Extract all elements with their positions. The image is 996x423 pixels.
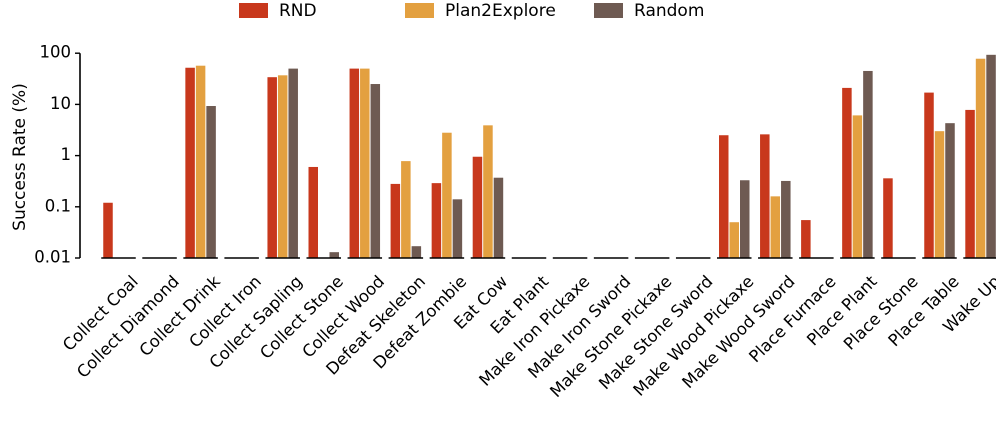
bar-random-8 <box>452 199 463 258</box>
bar-plan2explore-21 <box>975 58 986 258</box>
bar-rnd-17 <box>801 220 811 258</box>
bars <box>103 54 996 259</box>
legend-swatch-random <box>594 3 623 18</box>
bar-rnd-9 <box>472 156 483 258</box>
legend-label-rnd: RND <box>279 1 317 21</box>
bar-rnd-4 <box>267 77 277 258</box>
bar-rnd-19 <box>883 178 893 258</box>
bar-rnd-5 <box>308 166 318 258</box>
bar-rnd-15 <box>719 135 729 258</box>
bar-rnd-21 <box>965 109 975 258</box>
bar-rnd-20 <box>924 92 934 258</box>
y-axis-label: Success Rate (%) <box>10 83 30 231</box>
y-tick-label: 10 <box>50 94 71 113</box>
bar-rnd-18 <box>842 87 852 259</box>
bar-random-6 <box>370 84 381 258</box>
legend-label-random: Random <box>634 1 704 21</box>
bar-rnd-6 <box>349 68 360 258</box>
bar-plan2explore-8 <box>442 132 452 258</box>
bar-rnd-0 <box>103 202 113 258</box>
y-tick-label: 100 <box>40 43 72 62</box>
bar-plan2explore-15 <box>729 222 739 258</box>
bar-random-18 <box>863 70 873 259</box>
bar-rnd-8 <box>431 183 442 258</box>
bar-random-15 <box>740 180 750 258</box>
bar-random-5 <box>329 252 339 258</box>
bar-rnd-2 <box>185 67 195 259</box>
bar-rnd-16 <box>760 134 770 258</box>
y-tick-label: 0.1 <box>45 196 71 215</box>
legend-swatch-rnd <box>239 3 268 18</box>
bar-random-2 <box>206 106 216 258</box>
legend-label-plan2explore: Plan2Explore <box>445 1 556 21</box>
bar-random-21 <box>986 54 996 259</box>
bar-random-16 <box>781 180 791 258</box>
bar-random-4 <box>288 68 298 258</box>
legend: RND Plan2Explore Random <box>239 1 704 21</box>
y-tick-label: 0.01 <box>34 248 71 267</box>
bar-plan2explore-6 <box>360 68 370 258</box>
bar-plan2explore-2 <box>195 65 206 258</box>
bar-plan2explore-4 <box>277 75 288 258</box>
bar-rnd-7 <box>390 183 401 258</box>
bar-random-7 <box>411 246 422 258</box>
bar-plan2explore-18 <box>852 115 863 258</box>
bar-plan2explore-7 <box>401 161 411 258</box>
y-tick-label: 1 <box>61 145 72 164</box>
bar-random-9 <box>493 177 504 258</box>
bar-plan2explore-16 <box>770 196 781 258</box>
bar-plan2explore-9 <box>483 125 493 258</box>
bar-random-20 <box>945 123 955 258</box>
bar-plan2explore-20 <box>934 131 945 258</box>
legend-swatch-plan2explore <box>405 3 434 18</box>
